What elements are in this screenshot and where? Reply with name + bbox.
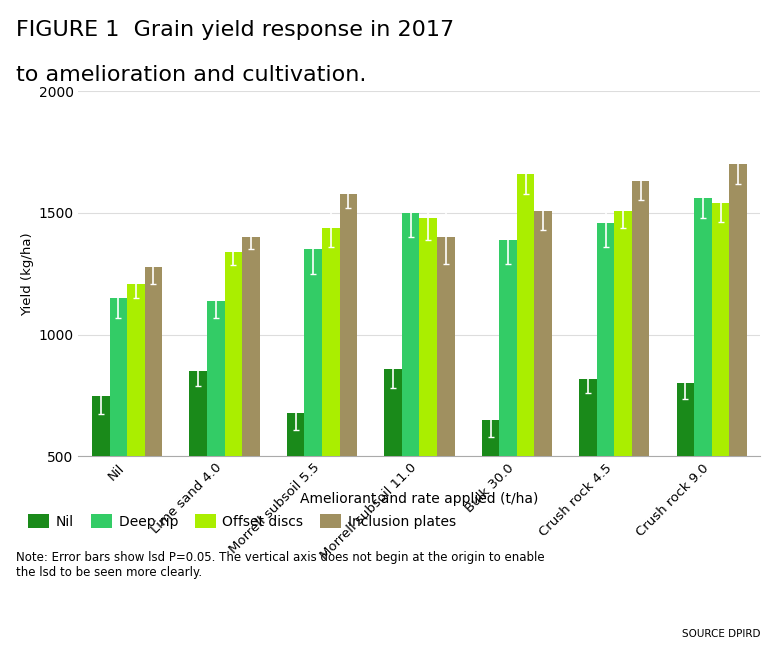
Bar bbox=[242, 237, 260, 578]
Text: SOURCE DPIRD: SOURCE DPIRD bbox=[682, 629, 760, 639]
Text: Ameliorant and rate applied (t/ha): Ameliorant and rate applied (t/ha) bbox=[300, 492, 539, 506]
Bar bbox=[517, 174, 535, 578]
Bar bbox=[384, 369, 402, 578]
Bar bbox=[207, 301, 224, 578]
Bar bbox=[615, 211, 632, 578]
Bar bbox=[437, 237, 455, 578]
Bar bbox=[482, 420, 499, 578]
Bar bbox=[499, 240, 517, 578]
Text: FIGURE 1  Grain yield response in 2017: FIGURE 1 Grain yield response in 2017 bbox=[16, 20, 454, 40]
Text: Note: Error bars show lsd P=0.05. The vertical axis does not begin at the origin: Note: Error bars show lsd P=0.05. The ve… bbox=[16, 551, 544, 579]
Bar bbox=[632, 181, 649, 578]
Bar bbox=[92, 396, 110, 578]
Bar bbox=[579, 379, 597, 578]
Bar bbox=[729, 164, 747, 578]
Bar bbox=[224, 252, 242, 578]
Bar bbox=[190, 371, 207, 578]
Bar bbox=[339, 194, 357, 578]
Bar bbox=[535, 211, 552, 578]
Bar bbox=[287, 413, 304, 578]
Bar bbox=[322, 228, 339, 578]
Bar bbox=[127, 284, 145, 578]
Bar bbox=[110, 298, 127, 578]
Text: to amelioration and cultivation.: to amelioration and cultivation. bbox=[16, 65, 366, 85]
Bar bbox=[597, 223, 615, 578]
Bar bbox=[145, 267, 162, 578]
Legend: Nil, Deep rip, Offset discs, Inclusion plates: Nil, Deep rip, Offset discs, Inclusion p… bbox=[23, 509, 462, 535]
Bar bbox=[419, 218, 437, 578]
Bar bbox=[712, 203, 729, 578]
Bar bbox=[677, 383, 694, 578]
Y-axis label: Yield (kg/ha): Yield (kg/ha) bbox=[21, 232, 34, 316]
Bar bbox=[694, 198, 712, 578]
Bar bbox=[402, 213, 419, 578]
Bar bbox=[304, 250, 322, 578]
